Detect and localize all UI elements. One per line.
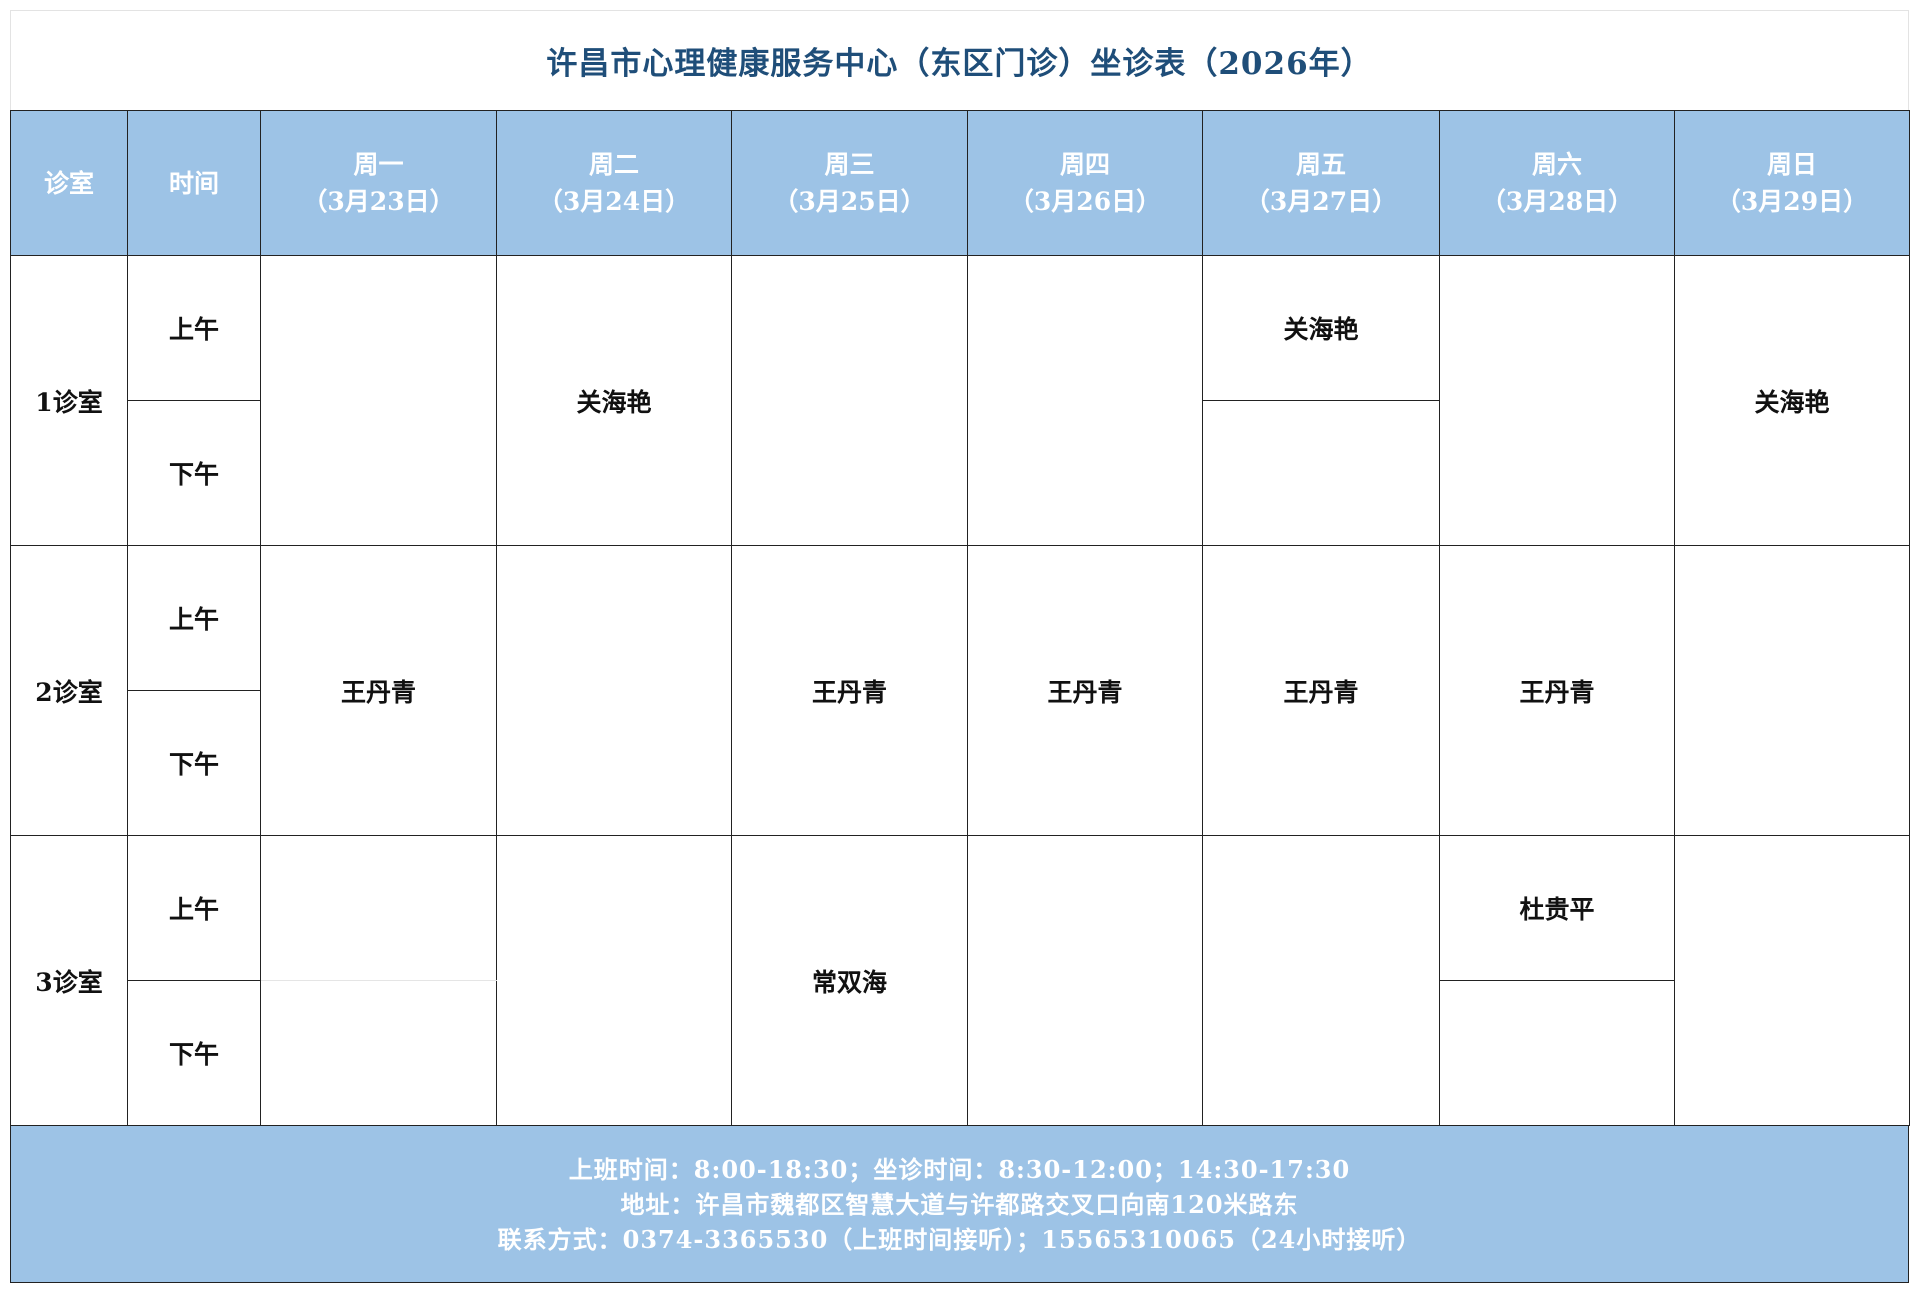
header-day: 周四 （3月26日）	[967, 110, 1203, 256]
schedule-cell-pm	[1439, 980, 1675, 1126]
weekday-label: 周三	[824, 150, 875, 179]
room-row-pm: 下午	[11, 400, 1910, 546]
schedule-sheet: 许昌市心理健康服务中心（东区门诊）坐诊表（2026年） 诊室 时间 周一 （3月2…	[10, 10, 1910, 1283]
schedule-cell-am: 杜贵平	[1439, 835, 1675, 981]
date-label: （3月28日）	[1480, 187, 1634, 216]
header-room: 诊室	[10, 110, 128, 256]
schedule-cell	[967, 255, 1203, 546]
header-day: 周二 （3月24日）	[496, 110, 732, 256]
room-name: 3诊室	[10, 835, 128, 1126]
schedule-cell-pm	[1202, 400, 1440, 546]
room-name: 1诊室	[10, 255, 128, 546]
header-day: 周日 （3月29日）	[1674, 110, 1910, 256]
header-day: 周五 （3月27日）	[1202, 110, 1440, 256]
schedule-cell	[967, 835, 1203, 1126]
footer-info: 上班时间：8:00-18:30；坐诊时间：8:30-12:00；14:30-17…	[10, 1126, 1909, 1283]
room-row-pm: 下午	[11, 980, 1910, 1126]
header-day: 周一 （3月23日）	[260, 110, 497, 256]
schedule-cell	[260, 255, 497, 546]
weekday-label: 周一	[353, 150, 404, 179]
weekday-label: 周五	[1295, 150, 1346, 179]
schedule-cell: 常双海	[731, 835, 968, 1126]
weekday-label: 周二	[588, 150, 639, 179]
date-label: （3月27日）	[1244, 187, 1398, 216]
schedule-cell: 王丹青	[260, 545, 497, 836]
header-day: 周六 （3月28日）	[1439, 110, 1675, 256]
schedule-cell	[496, 835, 732, 1126]
room-row-am: 2诊室 上午 王丹青 王丹青 王丹青 王丹青 王丹青	[10, 545, 1910, 836]
schedule-cell	[1674, 545, 1910, 836]
footer-hours: 上班时间：8:00-18:30；坐诊时间：8:30-12:00；14:30-17…	[568, 1154, 1351, 1184]
schedule-cell	[731, 255, 968, 546]
period-am: 上午	[127, 835, 261, 981]
room-row-am: 3诊室 上午 常双海 杜贵平	[10, 835, 1910, 1126]
footer-address: 地址：许昌市魏都区智慧大道与许都路交叉口向南120米路东	[620, 1189, 1299, 1219]
header-time: 时间	[127, 110, 261, 256]
weekday-label: 周日	[1766, 150, 1817, 179]
schedule-table: 诊室 时间 周一 （3月23日） 周二 （3月24日） 周三 （3月25日） 周四 （3月26…	[10, 110, 1910, 1126]
header-day: 周三 （3月25日）	[731, 110, 968, 256]
weekday-label: 周四	[1059, 150, 1110, 179]
page-title: 许昌市心理健康服务中心（东区门诊）坐诊表（2026年）	[10, 10, 1909, 110]
period-pm: 下午	[127, 980, 261, 1126]
schedule-cell	[496, 545, 732, 836]
schedule-cell: 王丹青	[967, 545, 1203, 836]
room-name: 2诊室	[10, 545, 128, 836]
schedule-cell: 王丹青	[1439, 545, 1675, 836]
date-label: （3月25日）	[773, 187, 926, 216]
schedule-cell	[1202, 835, 1440, 1126]
schedule-cell: 关海艳	[1674, 255, 1910, 546]
date-label: （3月26日）	[1008, 187, 1162, 216]
schedule-cell-am: 关海艳	[1202, 255, 1440, 401]
schedule-cell: 王丹青	[731, 545, 968, 836]
weekday-label: 周六	[1531, 150, 1582, 179]
schedule-cell: 王丹青	[1202, 545, 1440, 836]
schedule-cell-am	[260, 835, 497, 981]
period-am: 上午	[127, 545, 261, 691]
date-label: （3月29日）	[1715, 187, 1869, 216]
schedule-cell-pm	[260, 980, 497, 1126]
footer-contact: 联系方式：0374-3365530（上班时间接听）；15565310065（24…	[497, 1224, 1422, 1254]
room-row-am: 1诊室 上午 关海艳 关海艳 关海艳	[10, 255, 1910, 546]
schedule-cell	[1674, 835, 1910, 1126]
date-label: （3月23日）	[302, 187, 455, 216]
room-row-pm: 下午	[11, 690, 1910, 836]
period-pm: 下午	[127, 400, 261, 546]
period-am: 上午	[127, 255, 261, 401]
schedule-cell: 关海艳	[496, 255, 732, 546]
date-label: （3月24日）	[537, 187, 691, 216]
schedule-cell	[1439, 255, 1675, 546]
period-pm: 下午	[127, 690, 261, 836]
header-row: 诊室 时间 周一 （3月23日） 周二 （3月24日） 周三 （3月25日） 周四 （3月26…	[10, 110, 1910, 256]
